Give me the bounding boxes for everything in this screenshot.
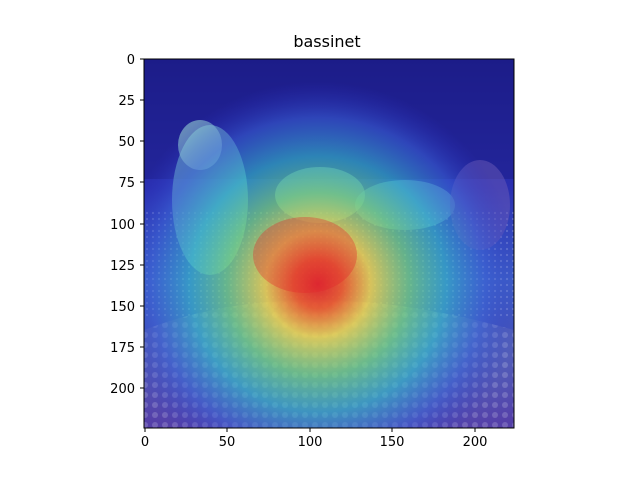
y-tick-label: 50 [118, 135, 135, 150]
y-tick-label: 150 [110, 300, 135, 315]
y-tick-label: 75 [118, 176, 135, 191]
y-tick-label: 25 [118, 94, 135, 109]
y-tick-label: 200 [110, 382, 135, 397]
x-tick-label: 50 [219, 435, 236, 450]
heatmap-image [144, 59, 514, 428]
y-tick-label: 0 [127, 53, 135, 68]
x-tick-label: 100 [298, 435, 323, 450]
y-tick-label: 175 [110, 341, 135, 356]
figure-title: bassinet [293, 32, 361, 51]
x-tick-label: 200 [463, 435, 488, 450]
x-tick-label: 150 [380, 435, 405, 450]
x-axis: 0 50 100 150 200 [141, 428, 488, 450]
y-tick-label: 100 [110, 218, 135, 233]
axes-frame [143, 58, 515, 429]
x-tick-label: 0 [141, 435, 149, 450]
y-axis: 0 25 50 75 100 125 150 175 200 [110, 53, 144, 397]
y-tick-label: 125 [110, 259, 135, 274]
